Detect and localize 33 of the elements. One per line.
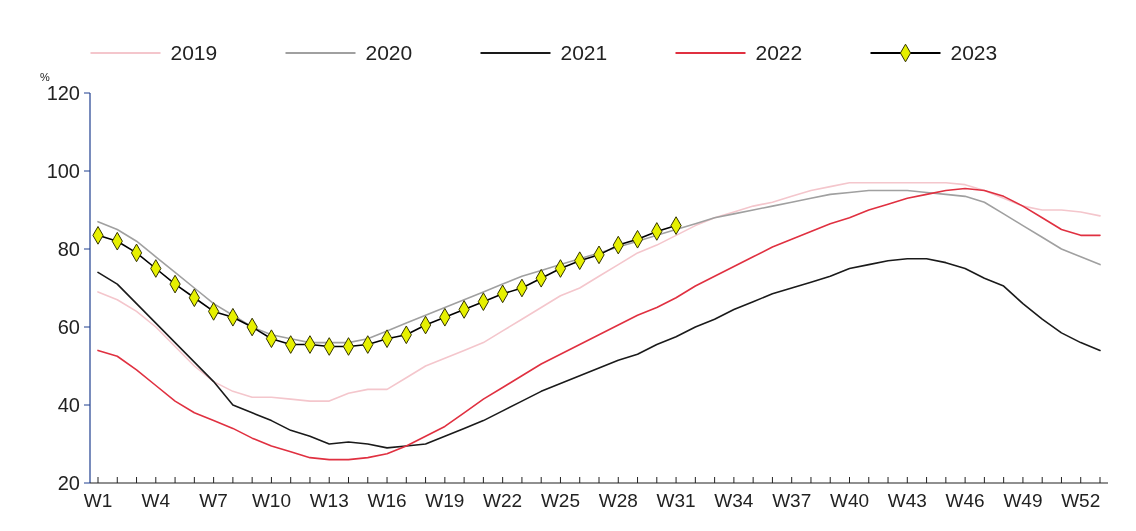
legend-label: 2022 xyxy=(755,41,803,65)
x-tick-label: W28 xyxy=(598,490,638,511)
line-series xyxy=(97,187,1101,461)
y-tick-label: 20 xyxy=(57,472,80,494)
x-tick-label: W34 xyxy=(714,490,754,511)
x-tick-label: W52 xyxy=(1061,490,1101,511)
x-tick-label: W22 xyxy=(483,490,523,511)
y-tick-label: 80 xyxy=(57,238,80,260)
legend-label: 2023 xyxy=(950,41,998,65)
x-tick-label: W31 xyxy=(656,490,696,511)
legend-label: 2020 xyxy=(365,41,413,65)
x-tick-label: W1 xyxy=(83,490,113,511)
x-tick-label: W16 xyxy=(367,490,407,511)
x-tick-label: W13 xyxy=(309,490,349,511)
y-tick-label: 120 xyxy=(46,82,80,104)
y-tick-label: 100 xyxy=(46,160,80,182)
x-tick-label: W19 xyxy=(425,490,465,511)
x-tick-label: W25 xyxy=(540,490,580,511)
x-tick-label: W43 xyxy=(887,490,927,511)
line-series xyxy=(97,181,1101,402)
x-tick-label: W37 xyxy=(772,490,812,511)
y-tick-label: 40 xyxy=(57,394,80,416)
legend-label: 2021 xyxy=(560,41,608,65)
x-tick-label: W49 xyxy=(1003,490,1043,511)
x-tick-label: W40 xyxy=(829,490,870,511)
x-tick-label: W4 xyxy=(141,490,171,511)
legend-label: 2019 xyxy=(170,41,218,65)
x-tick-label: W10 xyxy=(251,490,291,511)
y-axis-title: % xyxy=(40,71,50,83)
y-tick-label: 60 xyxy=(57,316,80,338)
line-series xyxy=(97,257,1101,449)
x-tick-label: W46 xyxy=(945,490,985,511)
x-tick-label: W7 xyxy=(199,490,228,511)
